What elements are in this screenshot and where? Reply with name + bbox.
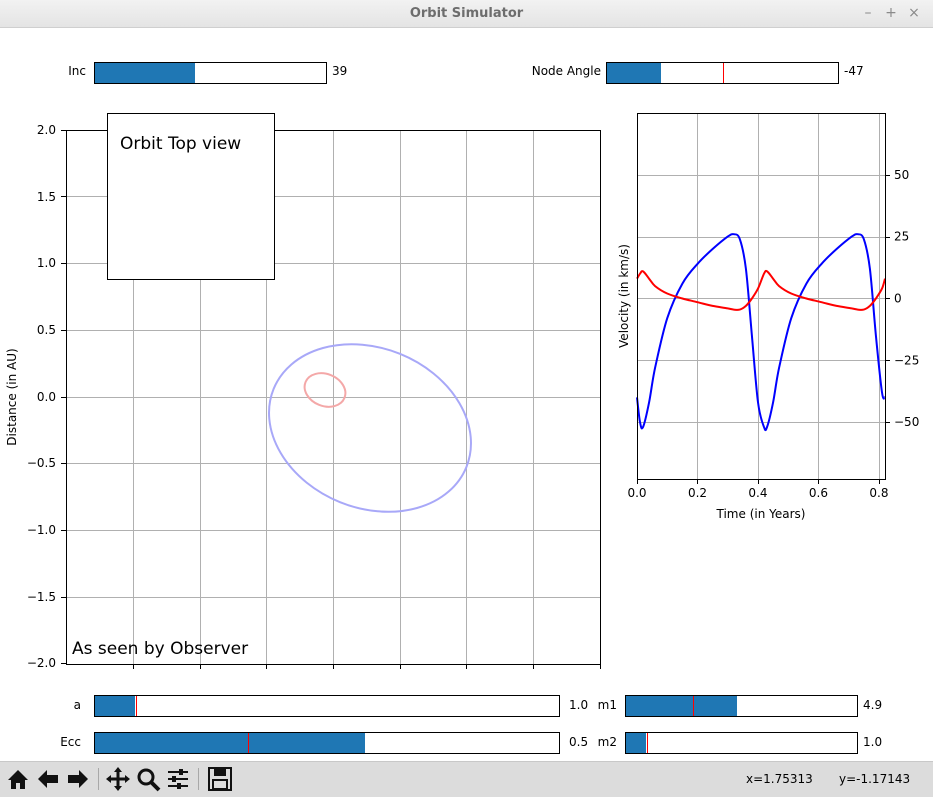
configure-icon[interactable]: [165, 766, 191, 792]
m1-slider[interactable]: [625, 695, 858, 717]
toolbar-separator: [98, 768, 99, 790]
orbit-ytick: −2.0: [27, 656, 56, 670]
back-icon[interactable]: [35, 766, 61, 792]
orbit-ytick: −1.5: [27, 590, 56, 604]
ecc-slider[interactable]: [94, 732, 560, 754]
velocity-series-line-blue: [636, 233, 886, 432]
m1-slider-fill: [626, 696, 737, 716]
node-angle-slider-value: -47: [844, 64, 864, 78]
velocity-xtick: 0.2: [688, 486, 707, 500]
close-button[interactable]: ×: [908, 5, 920, 21]
m2-slider[interactable]: [625, 732, 858, 754]
velocity-xtick: 0.4: [748, 486, 767, 500]
velocity-ytick: −25: [894, 353, 919, 367]
velocity-xlabel: Time (in Years): [716, 507, 806, 521]
inc-slider[interactable]: [94, 62, 327, 84]
orbit-ytick: −0.5: [27, 456, 56, 470]
large-orbit-path: [268, 343, 472, 513]
velocity-ytick: 25: [894, 230, 909, 244]
velocity-ytick: 50: [894, 168, 909, 182]
velocity-xtick: 0.0: [627, 486, 646, 500]
save-icon[interactable]: [207, 766, 233, 792]
inc-slider-fill: [95, 63, 196, 83]
ecc-slider-label: Ecc: [60, 735, 81, 749]
node-angle-slider-label: Node Angle: [531, 64, 601, 78]
minimize-button[interactable]: –: [864, 5, 872, 21]
top-view-inset[interactable]: [107, 113, 275, 280]
m2-slider-fill: [626, 733, 646, 753]
ecc-initial-marker: [248, 733, 250, 753]
m2-slider-value: 1.0: [863, 735, 883, 749]
observer-caption: As seen by Observer: [72, 639, 248, 659]
orbit-plot[interactable]: 2.0 1.5 1.0 0.5 0.0 −0.5 −1.0 −1.5 −2.0 …: [0, 100, 610, 680]
orbit-ytick: 0.0: [37, 390, 56, 404]
orbit-ytick: −1.0: [27, 523, 56, 537]
inc-slider-value: 39: [332, 64, 348, 78]
velocity-ytick: 0: [894, 291, 902, 305]
m1-slider-value: 4.9: [863, 698, 883, 712]
home-icon[interactable]: [5, 766, 31, 792]
a-initial-marker: [135, 696, 137, 716]
small-orbit-path: [303, 372, 347, 408]
velocity-chart[interactable]: 0.0 0.2 0.4 0.6 0.8 50 25 0 −25 −50 Time…: [605, 100, 930, 530]
node-angle-slider[interactable]: [606, 62, 839, 84]
orbit-ytick: 0.5: [37, 323, 56, 337]
zoom-icon[interactable]: [135, 766, 161, 792]
title-bar: Orbit Simulator – + ×: [0, 0, 933, 28]
orbit-ylabel: Distance (in AU): [5, 348, 19, 445]
orbit-ytick: 1.5: [37, 190, 56, 204]
orbit-ytick: 1.0: [37, 256, 56, 270]
forward-icon[interactable]: [65, 766, 91, 792]
velocity-xtick: 0.6: [809, 486, 828, 500]
node-angle-slider-fill: [607, 63, 662, 83]
velocity-ytick: −50: [894, 415, 919, 429]
maximize-button[interactable]: +: [885, 5, 897, 21]
m1-slider-label: m1: [597, 698, 617, 712]
a-slider-fill: [95, 696, 135, 716]
window-title: Orbit Simulator: [409, 6, 524, 21]
a-slider[interactable]: [94, 695, 560, 717]
velocity-xtick: 0.8: [869, 486, 888, 500]
inset-title: Orbit Top view: [120, 134, 241, 154]
navigation-toolbar: x=1.75313 y=-1.17143: [0, 761, 933, 797]
velocity-series-line-red: [636, 269, 886, 311]
ecc-slider-value: 0.5: [569, 735, 589, 749]
inc-slider-label: Inc: [68, 64, 86, 78]
m2-initial-marker: [646, 733, 648, 753]
orbit-ytick: 2.0: [37, 123, 56, 137]
pan-icon[interactable]: [105, 766, 131, 792]
velocity-ylabel: Velocity (in km/s): [617, 244, 631, 348]
m2-slider-label: m2: [597, 735, 617, 749]
a-slider-value: 1.0: [569, 698, 589, 712]
a-slider-label: a: [73, 698, 81, 712]
m1-initial-marker: [692, 696, 694, 716]
node-angle-initial-marker: [722, 63, 724, 83]
toolbar-separator: [198, 768, 199, 790]
ecc-slider-fill: [95, 733, 366, 753]
x-coordinate-readout: x=1.75313: [746, 772, 813, 786]
y-coordinate-readout: y=-1.17143: [839, 772, 911, 786]
